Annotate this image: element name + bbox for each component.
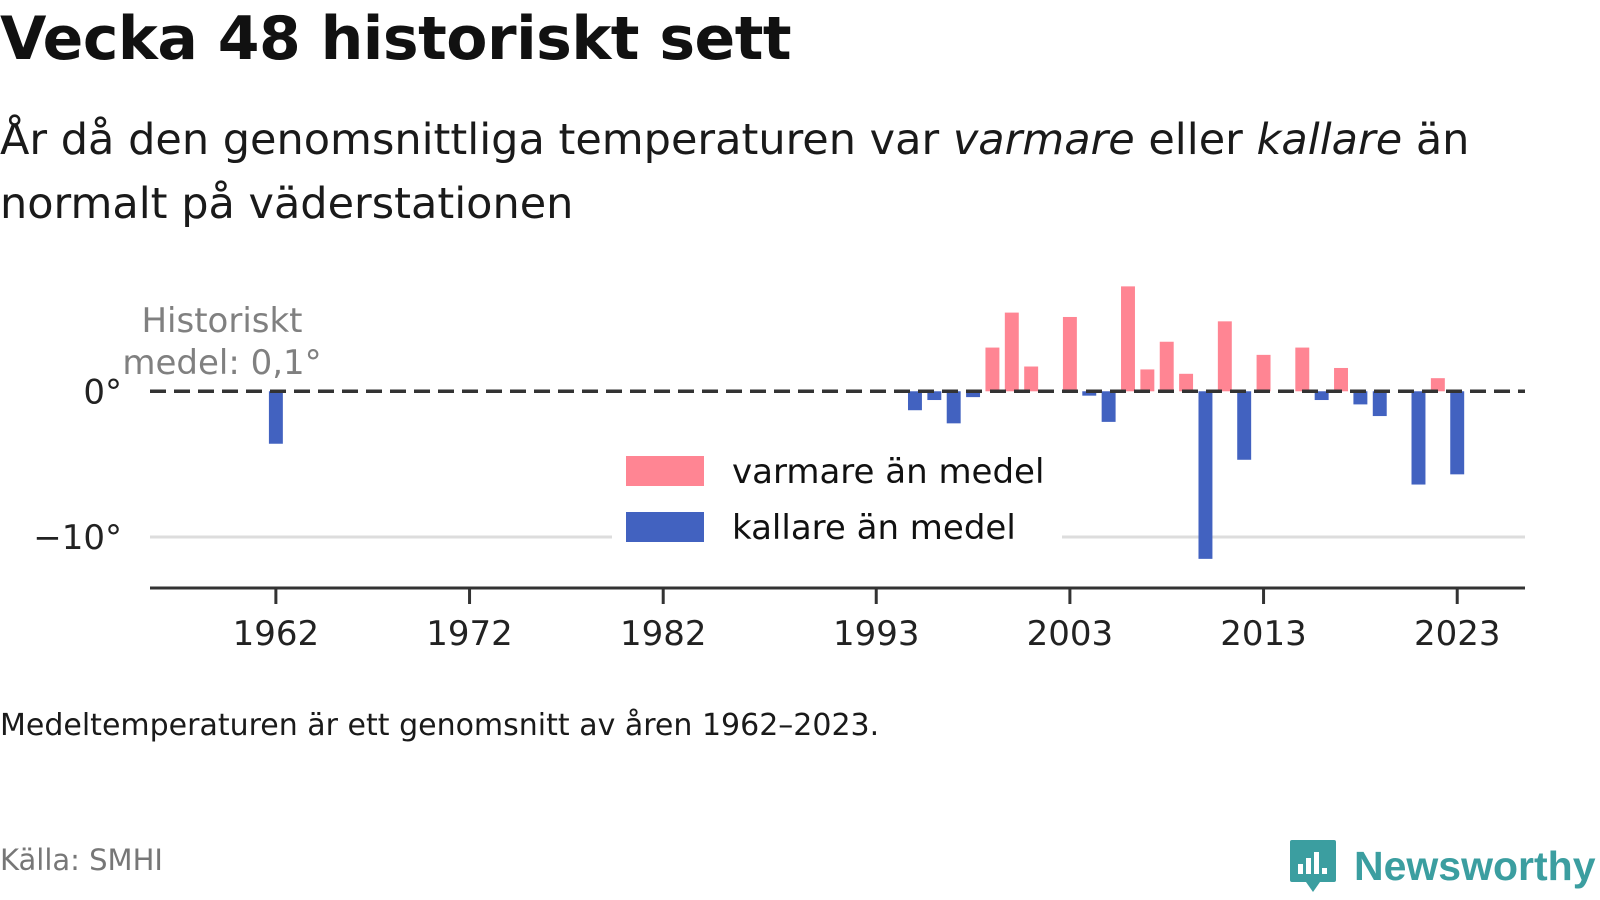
bars-layer <box>268 286 1465 559</box>
bar-2023 <box>1450 391 1465 475</box>
bar-2012 <box>1237 391 1252 460</box>
footnote: Medeltemperaturen är ett genomsnitt av å… <box>0 708 880 743</box>
bar-2017 <box>1334 367 1348 392</box>
reference-label-line2: medel: 0,1° <box>122 343 321 383</box>
bar-2006 <box>1121 286 1135 392</box>
bar-2019 <box>1372 391 1387 417</box>
bar-1995 <box>907 391 922 411</box>
subtitle-warm-word: varmare <box>952 115 1135 165</box>
bar-2005 <box>1101 391 1116 422</box>
subtitle-text-3: än normalt på väderstationen <box>0 115 1470 229</box>
x-tick-label: 1993 <box>833 614 920 654</box>
y-tick-label: 0° <box>83 372 122 412</box>
bar-1999 <box>985 347 1000 392</box>
bar-2010 <box>1198 391 1213 559</box>
bar-1962 <box>268 391 283 444</box>
bar-2000 <box>1004 312 1019 392</box>
bar-2021 <box>1411 391 1426 485</box>
bar-2003 <box>1062 316 1077 392</box>
legend-warm-swatch <box>626 456 704 486</box>
source-credit: Källa: SMHI <box>0 843 163 877</box>
reference-label-line1: Historiskt <box>141 301 302 341</box>
bar-chart-speech-bubble-icon <box>1290 840 1336 892</box>
bar-2007 <box>1140 369 1155 392</box>
bar-chart: Historiskt medel: 0,1° 0°−10° 1962 1972 19… <box>33 286 1525 654</box>
x-tick-label: 2023 <box>1414 614 1501 654</box>
legend-cold-swatch <box>626 512 704 542</box>
legend-cold-label: kallare än medel <box>732 508 1016 548</box>
brand-name: Newsworthy <box>1354 842 1596 889</box>
chart-subtitle: År då den genomsnittliga temperaturen va… <box>0 108 1560 236</box>
subtitle-text-2: eller <box>1134 115 1257 165</box>
bar-2015 <box>1295 347 1310 392</box>
bar-1998 <box>966 391 981 398</box>
brand-logo[interactable]: Newsworthy <box>1288 838 1596 894</box>
bar-2001 <box>1024 366 1039 392</box>
x-tick-label: 2013 <box>1220 614 1307 654</box>
y-tick-label: −10° <box>33 518 122 558</box>
chart-title: Vecka 48 historiskt sett <box>0 4 792 74</box>
legend: varmare än medel kallare än medel <box>612 448 1062 548</box>
bar-1996 <box>927 391 942 401</box>
subtitle-text-1: År då den genomsnittliga temperaturen va… <box>0 115 953 165</box>
x-tick-label: 1982 <box>620 614 707 654</box>
x-tick-label: 1972 <box>426 614 513 654</box>
bar-2022 <box>1430 378 1445 392</box>
legend-warm-label: varmare än medel <box>732 452 1044 492</box>
x-tick-label: 2003 <box>1027 614 1114 654</box>
bar-2008 <box>1159 341 1174 392</box>
bar-1997 <box>946 391 961 424</box>
x-axis: 1962 1972 1982 1993 2003 2013 2023 <box>150 586 1525 654</box>
y-tick-labels: 0° −10° <box>33 372 122 558</box>
subtitle-cold-word: kallare <box>1256 115 1403 165</box>
bar-2018 <box>1353 391 1368 405</box>
bar-2016 <box>1314 391 1329 401</box>
bar-2009 <box>1179 373 1194 392</box>
bar-2011 <box>1217 321 1232 392</box>
x-tick-label: 1962 <box>233 614 320 654</box>
bar-2004 <box>1082 391 1097 396</box>
bar-2013 <box>1256 354 1271 392</box>
